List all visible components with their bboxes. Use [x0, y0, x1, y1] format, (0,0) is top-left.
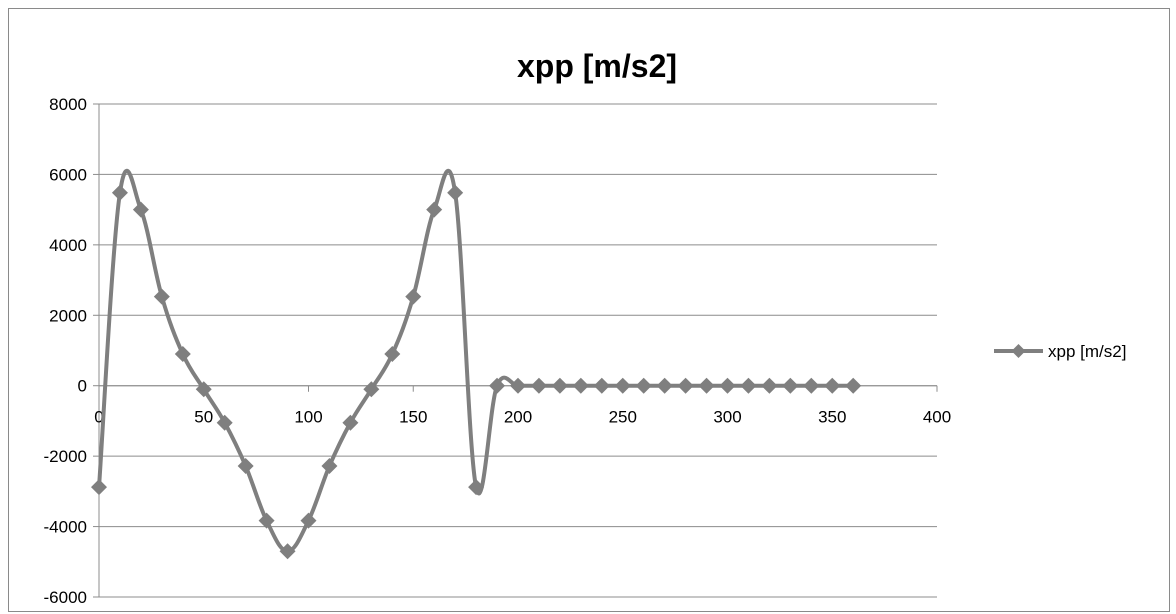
data-point-marker: [551, 377, 568, 394]
y-tick-label: -2000: [44, 447, 87, 466]
data-point-marker: [489, 377, 506, 394]
legend: xpp [m/s2]: [994, 342, 1126, 361]
data-point-marker: [447, 184, 464, 201]
data-point-marker: [111, 184, 128, 201]
data-point-marker: [405, 288, 422, 305]
x-tick-label: 50: [194, 408, 213, 427]
legend-label: xpp [m/s2]: [1048, 342, 1126, 361]
data-point-marker: [384, 346, 401, 363]
y-tick-label: 2000: [49, 306, 87, 325]
gridlines: [99, 103, 937, 598]
data-point-marker: [300, 512, 317, 529]
data-point-marker: [195, 381, 212, 398]
data-point-marker: [677, 377, 694, 394]
data-point-marker: [468, 479, 485, 496]
data-point-marker: [363, 381, 380, 398]
data-point-marker: [761, 377, 778, 394]
data-point-marker: [237, 458, 254, 475]
legend-marker-icon: [1011, 344, 1026, 358]
x-tick-label: 350: [818, 408, 846, 427]
data-point-marker: [635, 377, 652, 394]
y-tick-label: 6000: [49, 165, 87, 184]
data-point-marker: [258, 512, 275, 529]
x-tick-label: 300: [713, 408, 741, 427]
data-point-marker: [614, 377, 631, 394]
chart-frame: xpp [m/s2] 8000 6000 4000 2000 0 -2000 -4000 -6…: [8, 8, 1170, 612]
data-point-marker: [216, 414, 233, 431]
chart-title: xpp [m/s2]: [517, 48, 677, 84]
data-point-marker: [174, 346, 191, 363]
x-tick-label: 0: [94, 408, 103, 427]
x-tick-label: 200: [504, 408, 532, 427]
data-point-marker: [91, 479, 107, 496]
data-point-marker: [803, 377, 820, 394]
x-tick-label: 250: [609, 408, 637, 427]
data-point-marker: [530, 377, 547, 394]
data-point-marker: [698, 377, 715, 394]
data-point-marker: [321, 458, 338, 475]
data-point-marker: [132, 201, 149, 218]
data-point-marker: [593, 377, 610, 394]
data-point-marker: [279, 543, 296, 560]
data-point-marker: [740, 377, 757, 394]
data-point-marker: [342, 414, 359, 431]
data-point-marker: [845, 377, 862, 394]
data-point-marker: [153, 288, 170, 305]
axes: 8000 6000 4000 2000 0 -2000 -4000 -6000 0 50 100 15…: [44, 95, 952, 607]
data-point-marker: [572, 377, 589, 394]
x-tick-label: 100: [294, 408, 322, 427]
data-point-marker: [426, 201, 443, 218]
y-tick-label: -4000: [44, 518, 87, 537]
data-point-marker: [656, 377, 673, 394]
chart-svg: xpp [m/s2] 80006000400020000-2000-4000-6…: [44, 48, 1127, 607]
data-point-marker: [824, 377, 841, 394]
y-tick-label: -6000: [44, 588, 87, 607]
y-tick-label: 8000: [49, 95, 87, 114]
x-tick-label: 150: [399, 408, 427, 427]
y-tick-label: 4000: [49, 236, 87, 255]
series-layer: [91, 169, 862, 560]
data-point-marker: [782, 377, 799, 394]
y-tick-label: 0: [78, 377, 87, 396]
data-point-marker: [719, 377, 736, 394]
x-tick-label: 400: [923, 408, 951, 427]
data-point-marker: [510, 377, 526, 394]
